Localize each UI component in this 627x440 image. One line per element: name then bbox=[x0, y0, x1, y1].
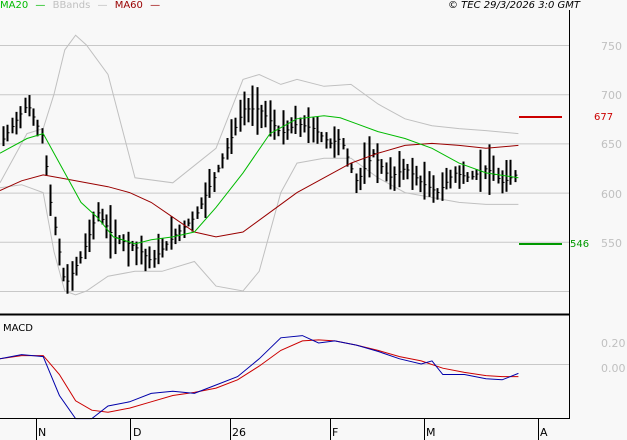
y-label-600: 600 bbox=[601, 188, 622, 201]
macd-label-000: 0.00 bbox=[601, 362, 626, 375]
macd-title: MACD bbox=[3, 323, 33, 334]
x-label-nov: N bbox=[38, 426, 47, 439]
x-label-dec: D bbox=[133, 426, 142, 439]
y-label-550: 550 bbox=[601, 237, 622, 250]
moving-averages bbox=[0, 115, 519, 245]
x-label-2026: 26 bbox=[232, 426, 246, 439]
legend-bbands: BBands — bbox=[52, 0, 108, 11]
copyright-text: © TEC 29/3/2026 3:0 GMT bbox=[448, 0, 580, 11]
price-gridlines bbox=[0, 45, 569, 365]
support-label: 546 bbox=[570, 239, 590, 250]
x-label-feb: F bbox=[332, 426, 339, 439]
y-label-700: 700 bbox=[601, 89, 622, 102]
x-label-apr: A bbox=[540, 426, 548, 439]
y-label-750: 750 bbox=[601, 40, 622, 53]
resistance-label: 677 bbox=[594, 112, 614, 123]
bollinger-bands bbox=[0, 34, 519, 296]
x-label-mar: M bbox=[426, 426, 436, 439]
legend-ma60: MA60 — bbox=[114, 0, 161, 11]
x-axis-ticks bbox=[36, 419, 539, 440]
legend-ma20: MA20 — bbox=[0, 0, 46, 11]
price-bars bbox=[2, 85, 518, 294]
legend-bbands-label: BBands bbox=[52, 0, 91, 11]
y-label-650: 650 bbox=[601, 138, 622, 151]
chart-legend: MA20 — BBands — MA60 — bbox=[0, 0, 164, 14]
macd-lines bbox=[0, 335, 519, 420]
legend-ma20-label: MA20 bbox=[0, 0, 29, 11]
macd-label-020: 0.20 bbox=[601, 337, 626, 350]
legend-ma60-label: MA60 bbox=[114, 0, 143, 11]
